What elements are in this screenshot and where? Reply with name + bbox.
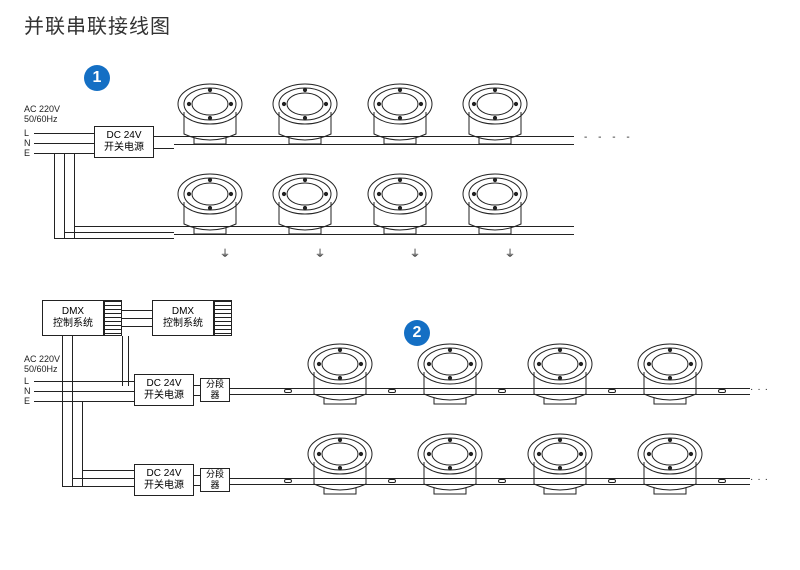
light-fixture — [174, 80, 246, 152]
light-fixture — [634, 430, 706, 502]
light-fixture — [524, 430, 596, 502]
light-fixture — [414, 340, 486, 412]
light-fixture — [634, 340, 706, 412]
psu-box: DC 24V 开关电源 — [94, 126, 154, 158]
psu-box-1: DC 24V 开关电源 — [134, 374, 194, 406]
light-fixture — [524, 340, 596, 412]
dmx-controller-1: DMX 控制系统 — [42, 300, 104, 336]
badge-1: 1 — [84, 65, 110, 91]
light-fixture — [304, 430, 376, 502]
continuation-dots: ··· — [750, 384, 772, 395]
light-fixture — [174, 170, 246, 242]
ac-input-label-2: AC 220V 50/60Hz — [24, 355, 60, 375]
light-fixture — [459, 80, 531, 152]
light-fixture — [364, 170, 436, 242]
light-fixture — [459, 170, 531, 242]
lne-labels: L N E — [24, 128, 31, 158]
continuation-dots: ··· — [750, 474, 772, 485]
light-fixture — [364, 80, 436, 152]
light-fixture — [304, 340, 376, 412]
light-fixture — [269, 80, 341, 152]
diagram-1: 1 AC 220V 50/60Hz L N E DC 24V 开关电源 — [24, 70, 764, 270]
lne-labels-2: L N E — [24, 376, 31, 406]
diagram-2: 2 DMX 控制系统 DMX 控制系统 AC 220V 50/60Hz L N … — [24, 300, 764, 550]
splitter-box-2: 分段器 — [200, 468, 230, 492]
dmx-hatch — [214, 300, 232, 336]
dmx-controller-2: DMX 控制系统 — [152, 300, 214, 336]
psu-box-2: DC 24V 开关电源 — [134, 464, 194, 496]
continuation-dots: - - - - — [584, 132, 634, 143]
dmx-hatch — [104, 300, 122, 336]
light-fixture — [269, 170, 341, 242]
page-title: 并联串联接线图 — [24, 10, 171, 39]
light-fixture — [414, 430, 486, 502]
ac-input-label: AC 220V 50/60Hz — [24, 105, 60, 125]
splitter-box-1: 分段器 — [200, 378, 230, 402]
